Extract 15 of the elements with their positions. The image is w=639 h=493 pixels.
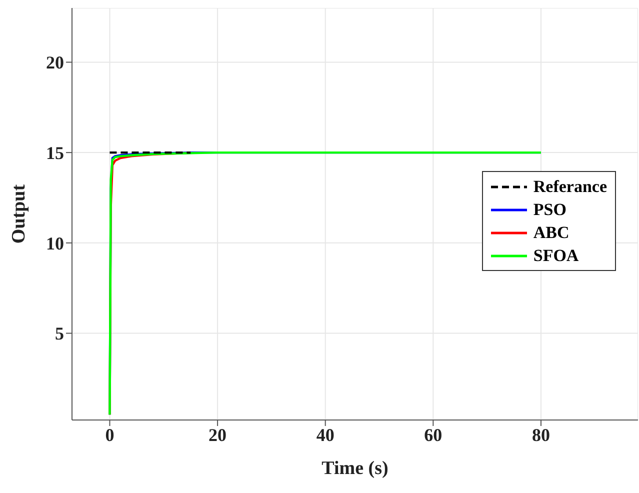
legend-label: ABC (533, 222, 570, 242)
y-axis-title: Output (8, 184, 30, 244)
x-tick-label: 40 (316, 424, 334, 445)
x-axis-title: Time (s) (322, 458, 388, 479)
y-tick-label: 15 (46, 142, 64, 163)
y-tick-label: 10 (46, 233, 64, 254)
x-tick-label: 0 (105, 424, 114, 445)
legend-label: Referance (533, 176, 607, 196)
x-tick-label: 20 (208, 424, 227, 445)
legend-label: SFOA (533, 246, 579, 266)
legend-label: PSO (533, 200, 566, 220)
x-tick-label: 60 (424, 424, 442, 445)
x-tick-label: 80 (532, 424, 550, 445)
y-tick-label: 5 (55, 324, 64, 344)
y-tick-label: 20 (46, 52, 64, 73)
